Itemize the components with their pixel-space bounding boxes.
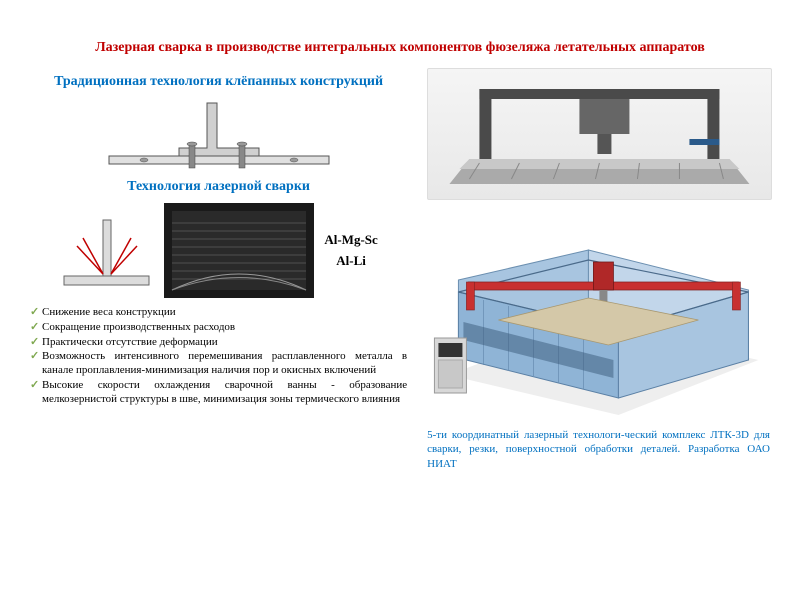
- bullet-item: Возможность интенсивного перемешивания р…: [30, 350, 407, 378]
- main-title: Лазерная сварка в производстве интеграль…: [30, 40, 770, 56]
- alloy-2: Al-Li: [324, 251, 377, 272]
- alloy-1: Al-Mg-Sc: [324, 230, 377, 251]
- laser-row: Al-Mg-Sc Al-Li: [30, 203, 407, 298]
- riveted-diagram: [89, 98, 349, 173]
- right-column: 5-ти координатный лазерный технологи-чес…: [427, 68, 770, 471]
- bullet-item: Сокращение производственных расходов: [30, 321, 407, 335]
- machine-cad: [427, 210, 770, 420]
- riveted-heading: Традиционная технология клёпанных констр…: [30, 74, 407, 90]
- bullet-list: Снижение веса конструкции Сокращение про…: [30, 306, 407, 406]
- slide: Лазерная сварка в производстве интеграль…: [0, 0, 800, 600]
- cad-caption: 5-ти координатный лазерный технологи-чес…: [427, 428, 770, 471]
- machine-photo: [427, 68, 772, 200]
- bullet-item: Снижение веса конструкции: [30, 306, 407, 320]
- bullet-item: Практически отсутствие деформации: [30, 336, 407, 350]
- panel-photo: [164, 203, 314, 298]
- laser-heading: Технология лазерной сварки: [30, 179, 407, 195]
- alloy-labels: Al-Mg-Sc Al-Li: [324, 230, 377, 272]
- left-column: Традиционная технология клёпанных констр…: [30, 68, 407, 471]
- columns: Традиционная технология клёпанных констр…: [30, 68, 770, 471]
- welded-diagram: [59, 208, 154, 293]
- bullet-item: Высокие скорости охлаждения сварочной ва…: [30, 379, 407, 407]
